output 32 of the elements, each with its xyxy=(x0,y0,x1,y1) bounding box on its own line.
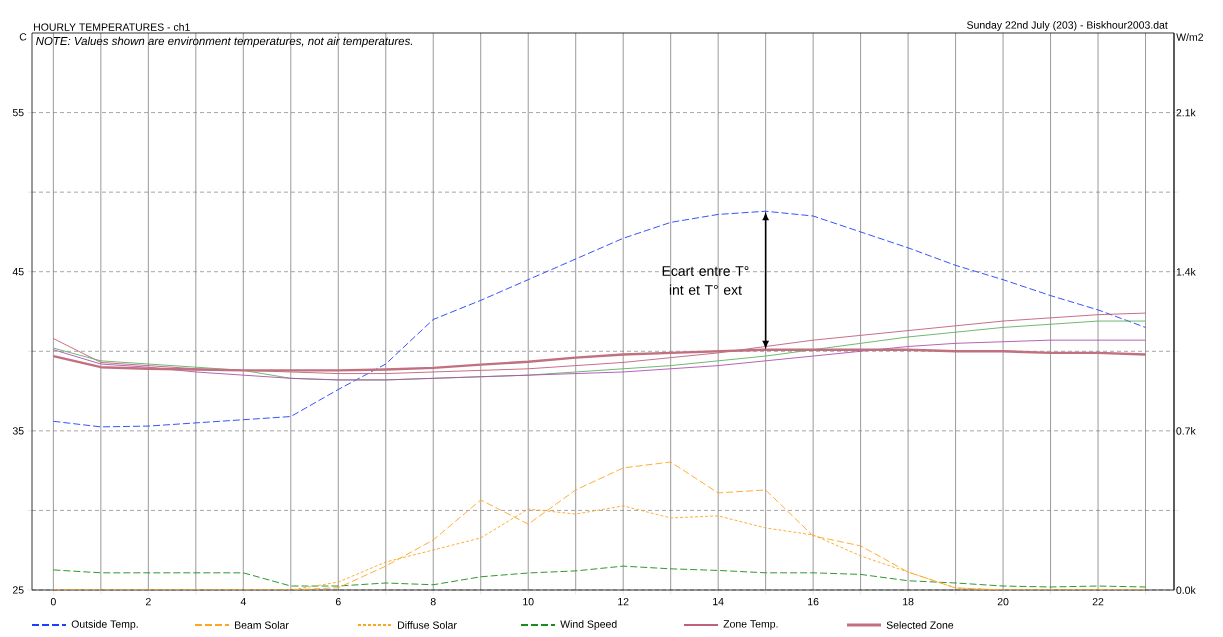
y2-tick-label: 0.0k xyxy=(1176,586,1196,594)
legend-label: Outside Temp. xyxy=(71,620,138,630)
x-tick-label: 0 xyxy=(50,597,56,606)
legend-label: Beam Solar xyxy=(235,621,289,629)
y2-axis-title: W/m2 xyxy=(1176,33,1203,41)
y2-tick-label: 2.1k xyxy=(1176,108,1196,117)
y-axis-title: C xyxy=(19,33,27,41)
annotation: Ecart entre T° int et T° ext xyxy=(662,266,749,295)
x-tick-label: 2 xyxy=(145,597,151,606)
y2-tick-label: 0.7k xyxy=(1176,427,1196,435)
legend-label: Diffuse Solar xyxy=(398,621,457,629)
x-tick-label: 4 xyxy=(240,597,246,606)
x-tick-label: 22 xyxy=(1092,597,1104,606)
y2-tick-label: 1.4k xyxy=(1176,267,1196,276)
chart-title: HOURLY TEMPERATURES - ch1 xyxy=(34,23,190,31)
x-tick-label: 14 xyxy=(713,597,724,606)
x-tick-label: 18 xyxy=(903,597,914,606)
x-tick-label: 6 xyxy=(335,597,341,606)
chart-subtitle: Sunday 22nd July (203) - Biskhour2003.dat xyxy=(967,21,1168,31)
x-tick-label: 8 xyxy=(430,597,436,606)
legend-label: Zone Temp. xyxy=(723,620,778,630)
annotation: NOTE: Values shown are environment temperatures, not air temperatures. xyxy=(36,36,413,48)
x-tick-label: 10 xyxy=(523,597,534,606)
legend-label: Selected Zone xyxy=(886,621,954,629)
y-tick-label: 25 xyxy=(12,586,24,594)
y-tick-label: 35 xyxy=(12,427,24,435)
x-tick-label: 20 xyxy=(997,597,1009,606)
x-tick-label: 16 xyxy=(808,597,819,606)
y-tick-label: 45 xyxy=(12,268,24,276)
y-tick-label: 55 xyxy=(12,108,24,117)
legend-label: Wind Speed xyxy=(560,620,617,630)
x-tick-label: 12 xyxy=(618,597,629,606)
